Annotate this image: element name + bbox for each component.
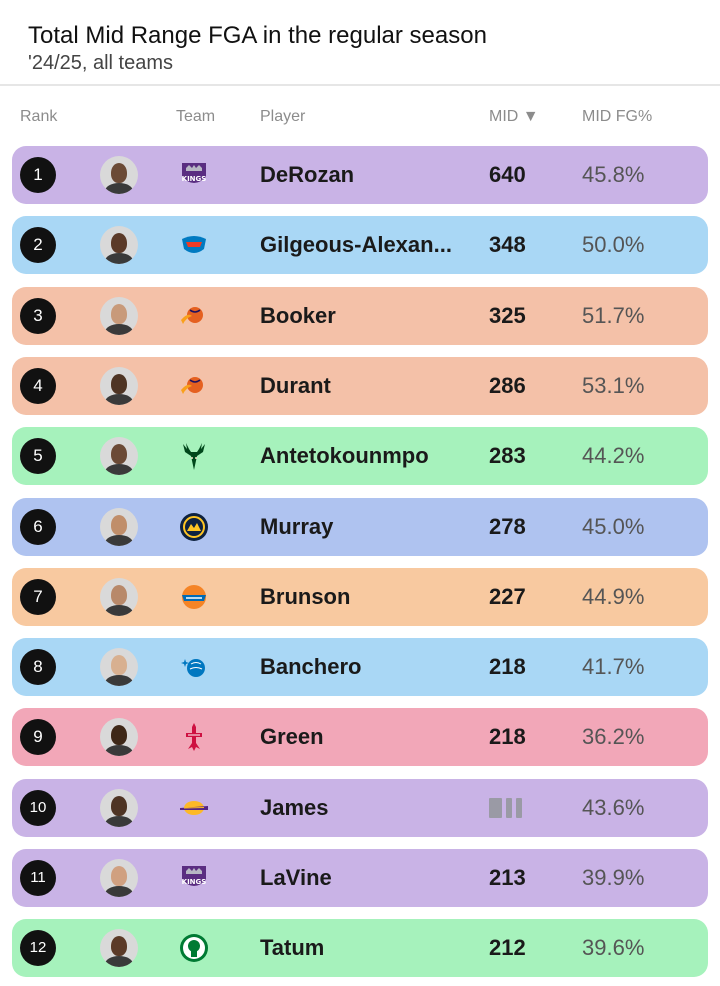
player-name[interactable]: DeRozan <box>260 162 355 187</box>
rank-badge: 6 <box>20 508 56 545</box>
table-row[interactable]: 12 Tatum 212 39.6% <box>12 919 708 978</box>
mid-fg-value: 43.6% <box>582 794 645 820</box>
player-name[interactable]: Booker <box>260 302 336 328</box>
mid-fg-value: 44.9% <box>582 583 645 609</box>
nuggets-logo-icon <box>178 511 210 543</box>
column-header-player[interactable]: Player <box>260 108 306 125</box>
rank-badge: 1 <box>20 157 56 193</box>
player-name[interactable]: Murray <box>260 513 334 539</box>
magic-logo-icon <box>178 651 210 683</box>
celtics-logo-icon <box>178 932 210 964</box>
player-name[interactable]: Gilgeous-Alexan... <box>260 232 452 258</box>
rockets-logo-icon <box>178 721 210 753</box>
suns-logo-icon <box>178 370 210 402</box>
table-row[interactable]: 1 KINGS DeRozan 640 45.8% <box>12 146 708 204</box>
player-name[interactable]: Green <box>260 724 324 750</box>
table-row[interactable]: 9 Green 218 36.2% <box>12 708 708 767</box>
player-name[interactable]: Tatum <box>260 935 325 961</box>
rank-badge: 8 <box>20 649 56 686</box>
mid-value: 348 <box>489 232 526 258</box>
kings-logo-icon: KINGS <box>178 159 210 191</box>
mid-value: 640 <box>489 162 526 187</box>
mid-value-obscured <box>489 796 533 818</box>
kings-logo-icon: KINGS <box>178 862 210 894</box>
rank-badge: 3 <box>20 297 56 334</box>
player-avatar <box>100 859 138 897</box>
player-avatar <box>100 507 138 546</box>
knicks-logo-icon <box>178 581 210 613</box>
mid-fg-value: 36.2% <box>582 724 645 750</box>
player-name[interactable]: James <box>260 794 329 820</box>
thunder-logo-icon <box>178 229 210 261</box>
player-avatar <box>100 437 138 476</box>
player-avatar <box>100 718 138 757</box>
mid-value: 325 <box>489 302 526 328</box>
chart-header: Total Mid Range FGA in the regular seaso… <box>0 0 720 86</box>
player-avatar <box>100 226 138 265</box>
column-header-team[interactable]: Team <box>176 108 216 125</box>
mid-value: 227 <box>489 583 526 609</box>
player-avatar <box>100 788 138 827</box>
rank-badge: 7 <box>20 578 56 615</box>
player-name[interactable]: LaVine <box>260 865 332 890</box>
mid-value: 278 <box>489 513 526 539</box>
mid-value: 213 <box>489 865 526 890</box>
mid-value: 212 <box>489 935 526 961</box>
mid-value: 283 <box>489 443 526 469</box>
player-name[interactable]: Banchero <box>260 654 362 680</box>
mid-value: 286 <box>489 372 526 398</box>
mid-value: 218 <box>489 724 526 750</box>
mid-fg-value: 45.8% <box>582 162 645 187</box>
player-avatar <box>100 577 138 616</box>
suns-logo-icon <box>178 300 210 332</box>
rank-badge: 10 <box>20 789 56 826</box>
column-header-mid-fg[interactable]: MID FG% <box>582 108 653 125</box>
player-name[interactable]: Antetokounmpo <box>260 443 429 469</box>
mid-fg-value: 39.6% <box>582 935 645 961</box>
player-avatar <box>100 296 138 335</box>
mid-fg-value: 50.0% <box>582 232 645 258</box>
rank-badge: 12 <box>20 930 56 967</box>
mid-fg-value: 45.0% <box>582 513 645 539</box>
table-row[interactable]: 4 Durant 286 53.1% <box>12 356 708 415</box>
table-row[interactable]: 8 Banchero 218 41.7% <box>12 638 708 697</box>
mid-fg-value: 41.7% <box>582 654 645 680</box>
lakers-logo-icon <box>178 792 210 824</box>
mid-fg-value: 44.2% <box>582 443 645 469</box>
table-row[interactable]: 11 KINGS LaVine 213 39.9% <box>12 849 708 907</box>
rank-badge: 2 <box>20 227 56 264</box>
chart-title: Total Mid Range FGA in the regular seaso… <box>28 22 487 49</box>
player-name[interactable]: Brunson <box>260 583 351 609</box>
mid-fg-value: 39.9% <box>582 865 645 890</box>
table-row[interactable]: 10 James 43.6% <box>12 778 708 837</box>
mid-fg-value: 53.1% <box>582 372 645 398</box>
rank-badge: 4 <box>20 367 56 404</box>
player-avatar <box>100 929 138 968</box>
bucks-logo-icon <box>178 440 210 472</box>
mid-value: 218 <box>489 654 526 680</box>
table-row[interactable]: 5 Antetokounmpo 283 44.2% <box>12 427 708 486</box>
player-avatar <box>100 156 138 194</box>
svg-text:KINGS: KINGS <box>182 175 207 183</box>
column-header-rank[interactable]: Rank <box>20 108 58 125</box>
table-row[interactable]: 2 Gilgeous-Alexan... 348 50.0% <box>12 216 708 275</box>
mid-fg-value: 51.7% <box>582 302 645 328</box>
svg-text:KINGS: KINGS <box>182 878 207 886</box>
rank-badge: 11 <box>20 860 56 896</box>
rank-badge: 9 <box>20 719 56 756</box>
table-row[interactable]: 6 Murray 278 45.0% <box>12 497 708 556</box>
chart-subtitle: '24/25, all teams <box>28 52 174 74</box>
table-row[interactable]: 3 Booker 325 51.7% <box>12 286 708 345</box>
player-avatar <box>100 648 138 687</box>
column-header-mid[interactable]: MID ▼ <box>489 108 539 125</box>
table-row[interactable]: 7 Brunson 227 44.9% <box>12 567 708 626</box>
player-avatar <box>100 366 138 405</box>
rank-badge: 5 <box>20 438 56 475</box>
player-name[interactable]: Durant <box>260 372 331 398</box>
